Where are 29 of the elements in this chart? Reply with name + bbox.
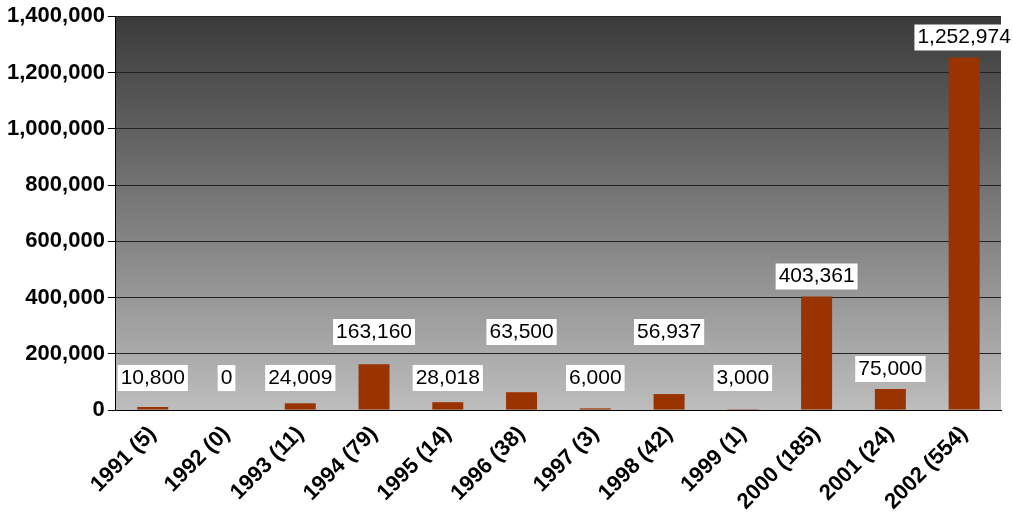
bar — [284, 403, 316, 410]
bar — [506, 392, 538, 410]
data-label: 24,009 — [268, 364, 333, 388]
bar — [653, 394, 685, 410]
y-tick-label: 200,000 — [25, 339, 105, 365]
bar — [432, 402, 464, 410]
data-label: 28,018 — [415, 364, 480, 388]
data-label: 403,361 — [778, 263, 855, 287]
data-label: 10,800 — [120, 364, 185, 388]
data-label: 75,000 — [858, 355, 923, 379]
bar — [874, 388, 906, 410]
bar — [801, 296, 833, 410]
y-tick-label: 600,000 — [25, 227, 105, 253]
data-label: 6,000 — [569, 364, 622, 388]
y-tick-label: 800,000 — [25, 171, 105, 197]
y-tick-label: 1,000,000 — [7, 114, 105, 140]
data-label: 63,500 — [489, 318, 554, 342]
y-tick-label: 0 — [92, 396, 105, 422]
data-label: 3,000 — [716, 364, 770, 388]
data-label: 0 — [220, 364, 233, 388]
bar — [358, 364, 390, 410]
y-tick-label: 1,400,000 — [7, 2, 105, 28]
bar — [948, 57, 980, 410]
y-tick-label: 400,000 — [25, 283, 105, 309]
data-label: 56,937 — [636, 318, 702, 342]
y-tick-label: 1,200,000 — [7, 58, 105, 84]
data-label: 1,252,974 — [917, 24, 1012, 48]
bar — [137, 407, 169, 410]
data-label: 163,160 — [336, 318, 412, 342]
